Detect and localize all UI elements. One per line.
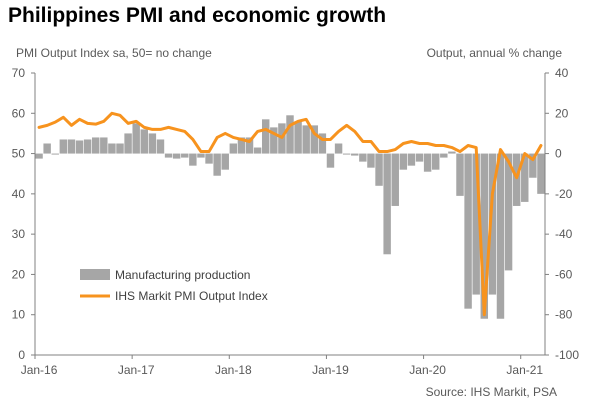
left-tick-label: 50	[12, 147, 26, 161]
bar-manufacturing-production	[529, 153, 537, 178]
bar-manufacturing-production	[415, 153, 424, 162]
bar-manufacturing-production	[229, 143, 238, 154]
x-tick-label: Jan-21	[506, 363, 543, 377]
bar-manufacturing-production	[464, 153, 472, 309]
bar-manufacturing-production	[423, 153, 432, 172]
bar-manufacturing-production	[213, 153, 221, 176]
left-axis-label: PMI Output Index sa, 50= no change	[16, 46, 212, 60]
left-tick-label: 70	[12, 66, 26, 80]
left-tick-label: 20	[12, 267, 26, 281]
bar-manufacturing-production	[407, 153, 416, 166]
bar-manufacturing-production	[440, 153, 448, 158]
right-tick-label: -100	[555, 348, 579, 362]
right-tick-label: 20	[555, 106, 569, 120]
bar-manufacturing-production	[472, 153, 480, 295]
x-tick-label: Jan-17	[118, 363, 155, 377]
x-tick-label: Jan-19	[312, 363, 349, 377]
bar-manufacturing-production	[448, 151, 456, 154]
bar-manufacturing-production	[140, 129, 149, 154]
bar-manufacturing-production	[310, 125, 319, 154]
bar-manufacturing-production	[512, 153, 521, 206]
left-tick-label: 30	[12, 227, 26, 241]
right-tick-label: -20	[555, 187, 573, 201]
bar-manufacturing-production	[294, 121, 302, 154]
bar-manufacturing-production	[391, 153, 399, 206]
axes: 0 10 20 30 40 50 60 70 -100 -80 -60 -40 -20 0 20 40 Jan-…	[12, 66, 580, 377]
bar-manufacturing-production	[164, 153, 173, 158]
bar-manufacturing-production	[181, 153, 189, 158]
bar-manufacturing-production	[367, 153, 375, 168]
left-tick-label: 60	[12, 106, 26, 120]
bar-manufacturing-production	[270, 127, 278, 154]
bar-manufacturing-production	[431, 153, 440, 170]
bar-manufacturing-production	[253, 147, 262, 154]
bar-manufacturing-production	[83, 139, 92, 154]
bar-manufacturing-production	[456, 153, 464, 196]
bar-manufacturing-production	[375, 153, 383, 186]
bar-manufacturing-production	[286, 115, 294, 154]
bar-manufacturing-production	[197, 153, 205, 158]
bar-manufacturing-production	[108, 143, 116, 154]
line-ihs-markit-pmi-output-index	[37, 111, 543, 317]
bar-manufacturing-production	[342, 153, 351, 155]
bar-manufacturing-production	[59, 139, 68, 154]
bar-manufacturing-production	[116, 143, 124, 154]
bar-manufacturing-production	[189, 153, 197, 166]
x-tick-label: Jan-20	[409, 363, 446, 377]
plot-area	[35, 111, 545, 319]
bar-manufacturing-production	[399, 153, 408, 170]
left-tick-label: 10	[12, 308, 26, 322]
right-tick-label: -80	[555, 308, 573, 322]
bar-manufacturing-production	[91, 137, 100, 154]
right-tick-label: 40	[555, 66, 569, 80]
legend-label-manufacturing-production: Manufacturing production	[115, 268, 250, 282]
bar-manufacturing-production	[221, 153, 229, 170]
bar-manufacturing-production	[132, 123, 140, 154]
bar-manufacturing-production	[383, 153, 391, 255]
legend: Manufacturing production IHS Markit PMI …	[80, 268, 268, 303]
bar-manufacturing-production	[43, 143, 51, 154]
bar-manufacturing-production	[148, 133, 157, 154]
bar-manufacturing-production	[245, 137, 254, 154]
right-tick-label: -60	[555, 267, 573, 281]
bar-manufacturing-production	[100, 137, 108, 154]
bar-manufacturing-production	[334, 143, 343, 154]
bar-manufacturing-production	[504, 153, 513, 271]
bar-manufacturing-production	[124, 133, 132, 154]
bar-manufacturing-production	[302, 125, 310, 154]
left-tick-label: 40	[12, 187, 26, 201]
x-tick-label: Jan-16	[21, 363, 58, 377]
bar-manufacturing-production	[172, 153, 181, 159]
bar-manufacturing-production	[359, 153, 367, 162]
chart-title: Philippines PMI and economic growth	[8, 4, 386, 27]
bar-manufacturing-production	[521, 153, 529, 202]
legend-swatch-manufacturing-production	[80, 269, 110, 280]
right-tick-label: -40	[555, 227, 573, 241]
bar-manufacturing-production	[237, 137, 246, 154]
bar-manufacturing-production	[488, 153, 497, 295]
bar-manufacturing-production	[35, 153, 43, 159]
bar-manufacturing-production	[67, 139, 76, 154]
bar-manufacturing-production	[537, 153, 545, 194]
right-tick-label: 0	[555, 147, 562, 161]
bar-manufacturing-production	[480, 153, 489, 319]
right-axis-label: Output, annual % change	[427, 46, 563, 60]
bar-manufacturing-production	[351, 153, 359, 156]
bar-manufacturing-production	[51, 153, 59, 155]
bar-manufacturing-production	[326, 153, 335, 168]
bar-manufacturing-production	[261, 119, 270, 154]
source-note: Source: IHS Markit, PSA	[426, 385, 557, 399]
x-tick-label: Jan-18	[215, 363, 252, 377]
bar-manufacturing-production	[75, 140, 84, 154]
legend-label-ihs-markit-pmi-output-index: IHS Markit PMI Output Index	[115, 289, 268, 303]
bar-manufacturing-production	[205, 153, 213, 164]
left-tick-label: 0	[18, 348, 25, 362]
bar-manufacturing-production	[496, 153, 505, 319]
bar-manufacturing-production	[318, 133, 327, 154]
bar-manufacturing-production	[156, 139, 165, 154]
